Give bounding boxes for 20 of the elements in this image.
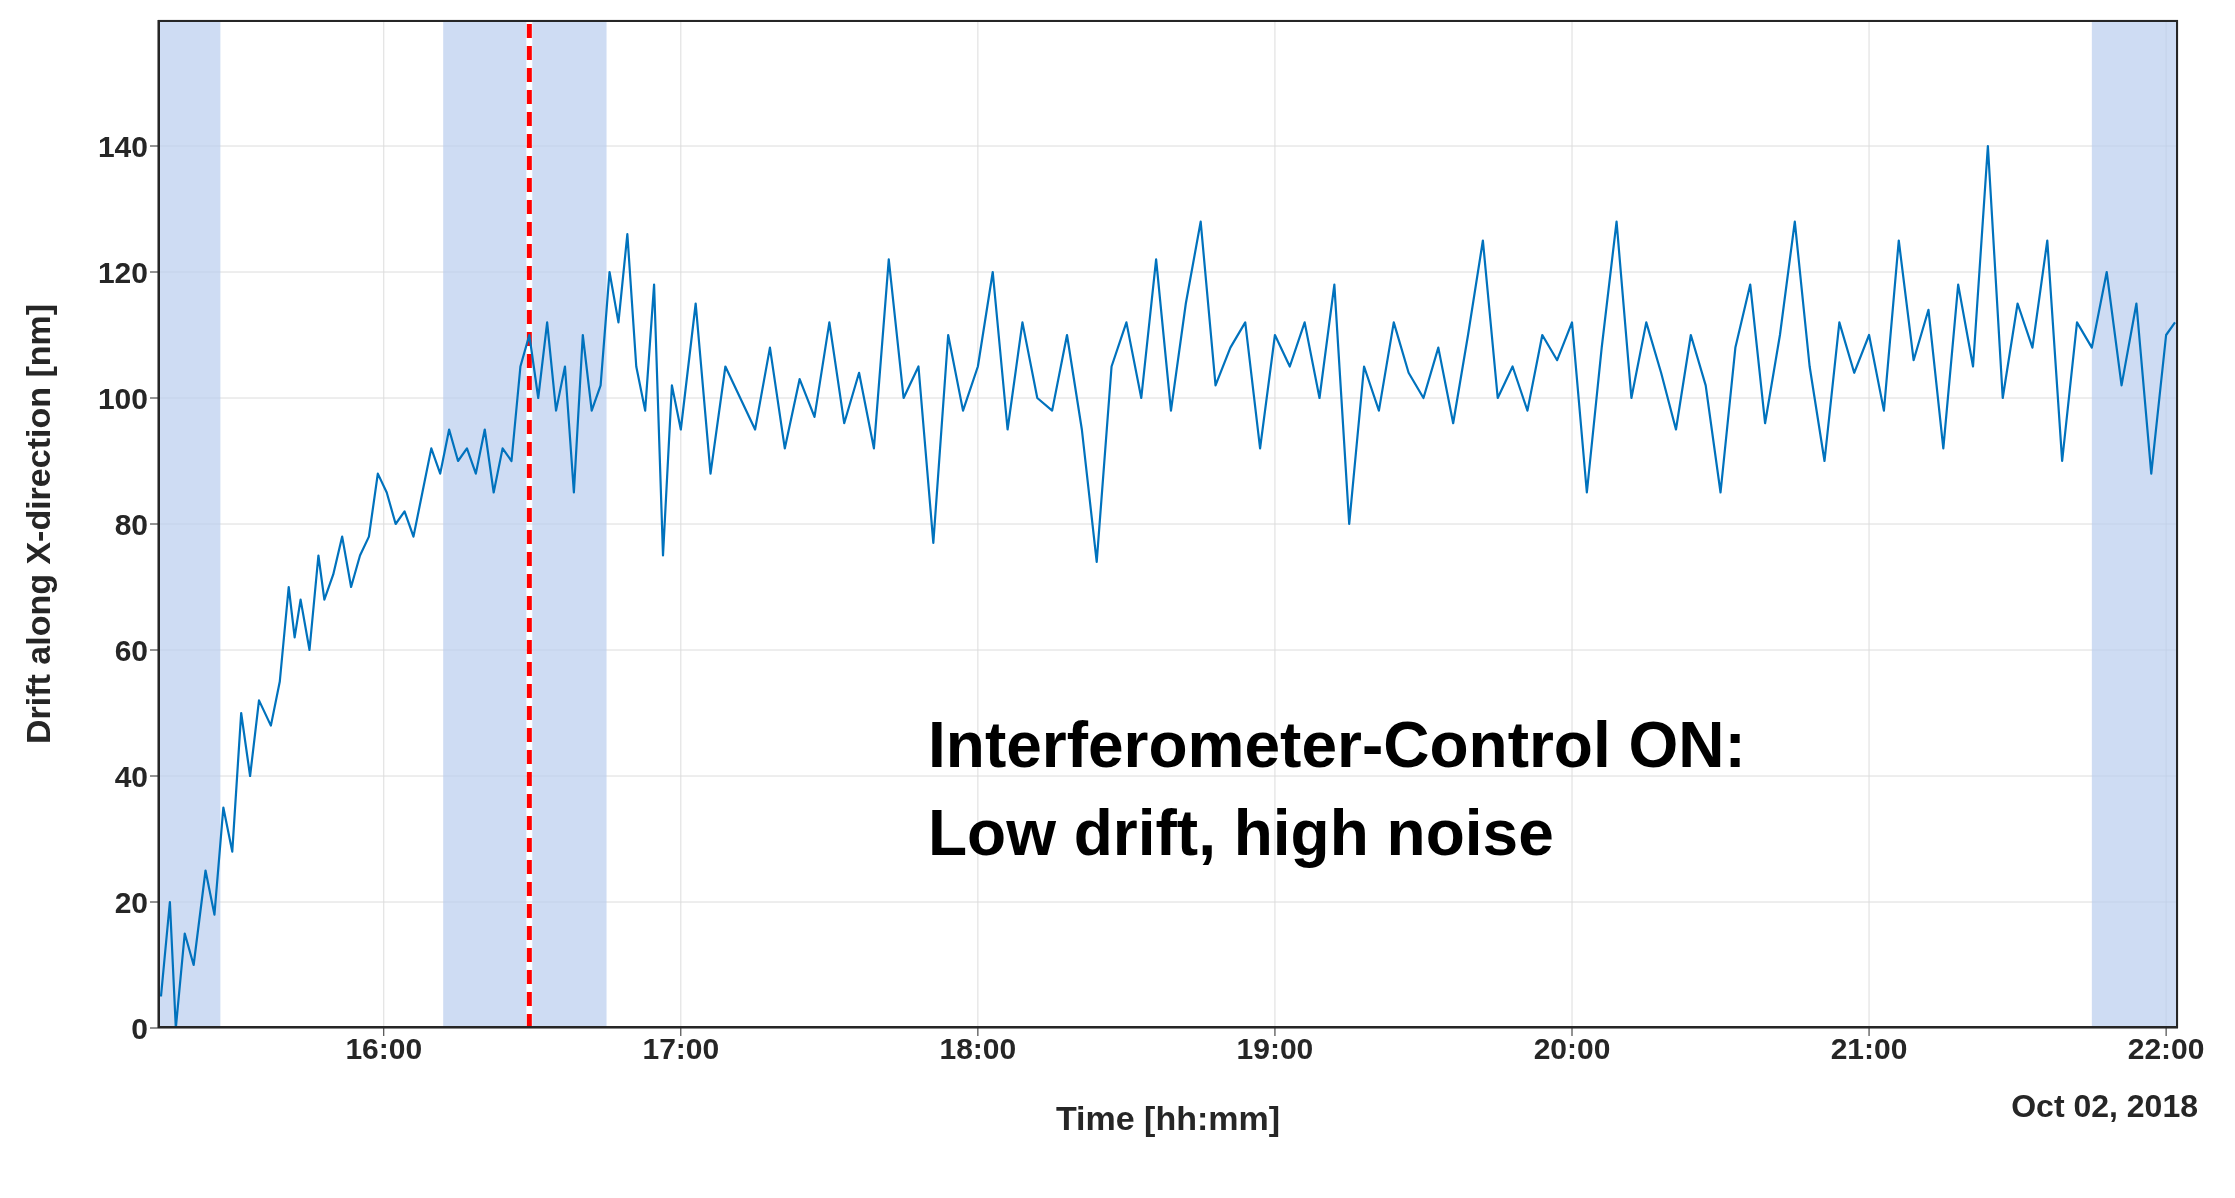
x-tick-label: 17:00 (642, 1032, 720, 1066)
y-tick-label: 100 (97, 381, 148, 415)
y-tick-label: 140 (97, 129, 148, 163)
text: Oct 02, 2018 (2011, 1088, 2198, 1125)
x-tick-label: 22:00 (2127, 1032, 2205, 1066)
y-tick-label: 80 (114, 507, 148, 541)
x-tick-label: 18:00 (939, 1032, 1017, 1066)
x-axis-title: Time [hh:mm] (1055, 1099, 1281, 1137)
y-tick-label: 20 (114, 885, 148, 919)
y-tick-label: 120 (97, 255, 148, 289)
x-tick-label: 21:00 (1830, 1032, 1908, 1066)
y-tick-label: 0 (131, 1011, 148, 1045)
annotation: Low drift, high noise (928, 796, 1554, 870)
x-tick-label: 16:00 (345, 1032, 423, 1066)
y-tick-label: 40 (114, 759, 148, 793)
annotation: Interferometer-Control ON: (928, 708, 1746, 782)
y-axis-title: Drift along X-direction [nm] (19, 303, 58, 745)
x-tick-label: 20:00 (1533, 1032, 1611, 1066)
y-tick-label: 60 (114, 633, 148, 667)
x-tick-label: 19:00 (1236, 1032, 1314, 1066)
